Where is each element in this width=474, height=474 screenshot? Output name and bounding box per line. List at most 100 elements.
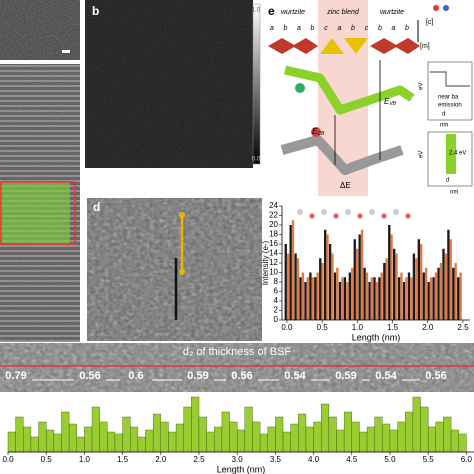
stacking-letter: b: [284, 25, 288, 32]
y-tick-label: 4: [274, 296, 279, 305]
axis-unit: nm: [450, 190, 458, 196]
bar: [326, 234, 329, 320]
bsf-texture: [0, 343, 474, 392]
bar: [61, 411, 70, 453]
stacking-letter: c: [365, 25, 369, 32]
bar: [410, 277, 413, 320]
phase-label: zinc blend: [326, 9, 360, 16]
bar: [457, 277, 460, 320]
bar: [309, 272, 312, 320]
bar: [382, 423, 391, 453]
colorbar-min: 0.0: [252, 157, 261, 163]
bar: [359, 431, 368, 453]
bar: [328, 416, 337, 453]
bar: [390, 234, 393, 320]
bar: [368, 282, 371, 320]
bar: [314, 277, 317, 320]
stacking-letter: a: [297, 25, 301, 32]
bar: [412, 253, 416, 320]
energy-label: EVB: [384, 97, 397, 107]
bar: [393, 248, 396, 320]
bar: [383, 263, 386, 320]
bsf-width: 0.59: [335, 370, 356, 382]
bar: [417, 239, 421, 320]
bar: [229, 421, 238, 453]
bar: [366, 426, 375, 453]
bsf-width: 0.56: [79, 370, 100, 382]
bar: [405, 411, 414, 453]
bar: [313, 421, 322, 453]
atom-chain: [297, 209, 411, 219]
electron: [433, 5, 439, 11]
bar: [236, 429, 246, 453]
x-tick-label: 2.0: [422, 323, 434, 332]
bar: [355, 248, 359, 320]
bar: [427, 426, 437, 453]
phase-label: wurtzite: [380, 9, 404, 16]
caption: d₂ of thickness of BSF: [183, 346, 291, 358]
bar: [429, 277, 433, 320]
bar: [351, 421, 360, 453]
bar: [424, 267, 428, 320]
bar: [99, 421, 108, 453]
bar: [290, 423, 299, 453]
stacking-row: [268, 38, 420, 54]
bsf-width: 0.6: [128, 370, 143, 382]
bar: [442, 248, 445, 320]
bar: [183, 406, 192, 453]
stacking-letter: a: [338, 25, 342, 32]
stacking-letter: b: [311, 25, 315, 32]
y-tick-label: 8: [274, 277, 279, 286]
bar: [447, 229, 450, 320]
x-tick-label: 0.0: [281, 323, 293, 332]
profile-end: [179, 212, 185, 218]
x-tick-label: 4.0: [308, 455, 320, 464]
bar: [306, 277, 309, 320]
bar: [107, 431, 116, 453]
bar: [91, 406, 100, 453]
note: 2.4 eV: [449, 151, 466, 157]
x-tick-label: 1.5: [387, 323, 399, 332]
y-tick-label: 10: [269, 268, 278, 277]
band-plot: [427, 61, 473, 121]
scale-bar: [62, 50, 70, 53]
energy-label: ΔE: [340, 181, 351, 190]
x-tick-label: 4.5: [346, 455, 358, 464]
y-tick-label: 2: [274, 306, 279, 315]
bar: [437, 267, 440, 320]
x-axis-label: Length (nm): [217, 464, 266, 474]
y-tick-label: 24: [269, 201, 278, 210]
bar: [76, 436, 85, 453]
y-tick-label: 22: [269, 211, 278, 220]
bar: [420, 244, 423, 320]
y-tick-label: 14: [269, 249, 278, 258]
bar: [321, 263, 324, 320]
bar: [7, 431, 16, 453]
bar: [298, 413, 307, 453]
bar: [333, 272, 337, 320]
bar: [402, 282, 406, 320]
bar: [304, 282, 307, 320]
bar: [296, 258, 300, 320]
y-tick-label: 18: [269, 230, 278, 239]
bar: [145, 429, 154, 453]
x-tick-label: 2.5: [457, 323, 469, 332]
axis-unit: eV: [419, 151, 425, 158]
bar: [286, 253, 290, 320]
x-tick-label: 0.0: [2, 455, 14, 464]
bar: [389, 429, 398, 453]
panel-label: b: [92, 4, 99, 18]
panel-label: e: [268, 4, 275, 18]
x-tick-label: 1.5: [117, 455, 129, 464]
map-texture: [85, 0, 253, 168]
bar: [459, 272, 462, 320]
bar: [343, 411, 352, 453]
bar: [137, 436, 146, 453]
bar: [435, 421, 444, 453]
bar: [15, 416, 24, 453]
bar: [175, 423, 184, 453]
bar: [444, 253, 447, 320]
bar: [412, 396, 421, 453]
bar: [84, 426, 93, 453]
